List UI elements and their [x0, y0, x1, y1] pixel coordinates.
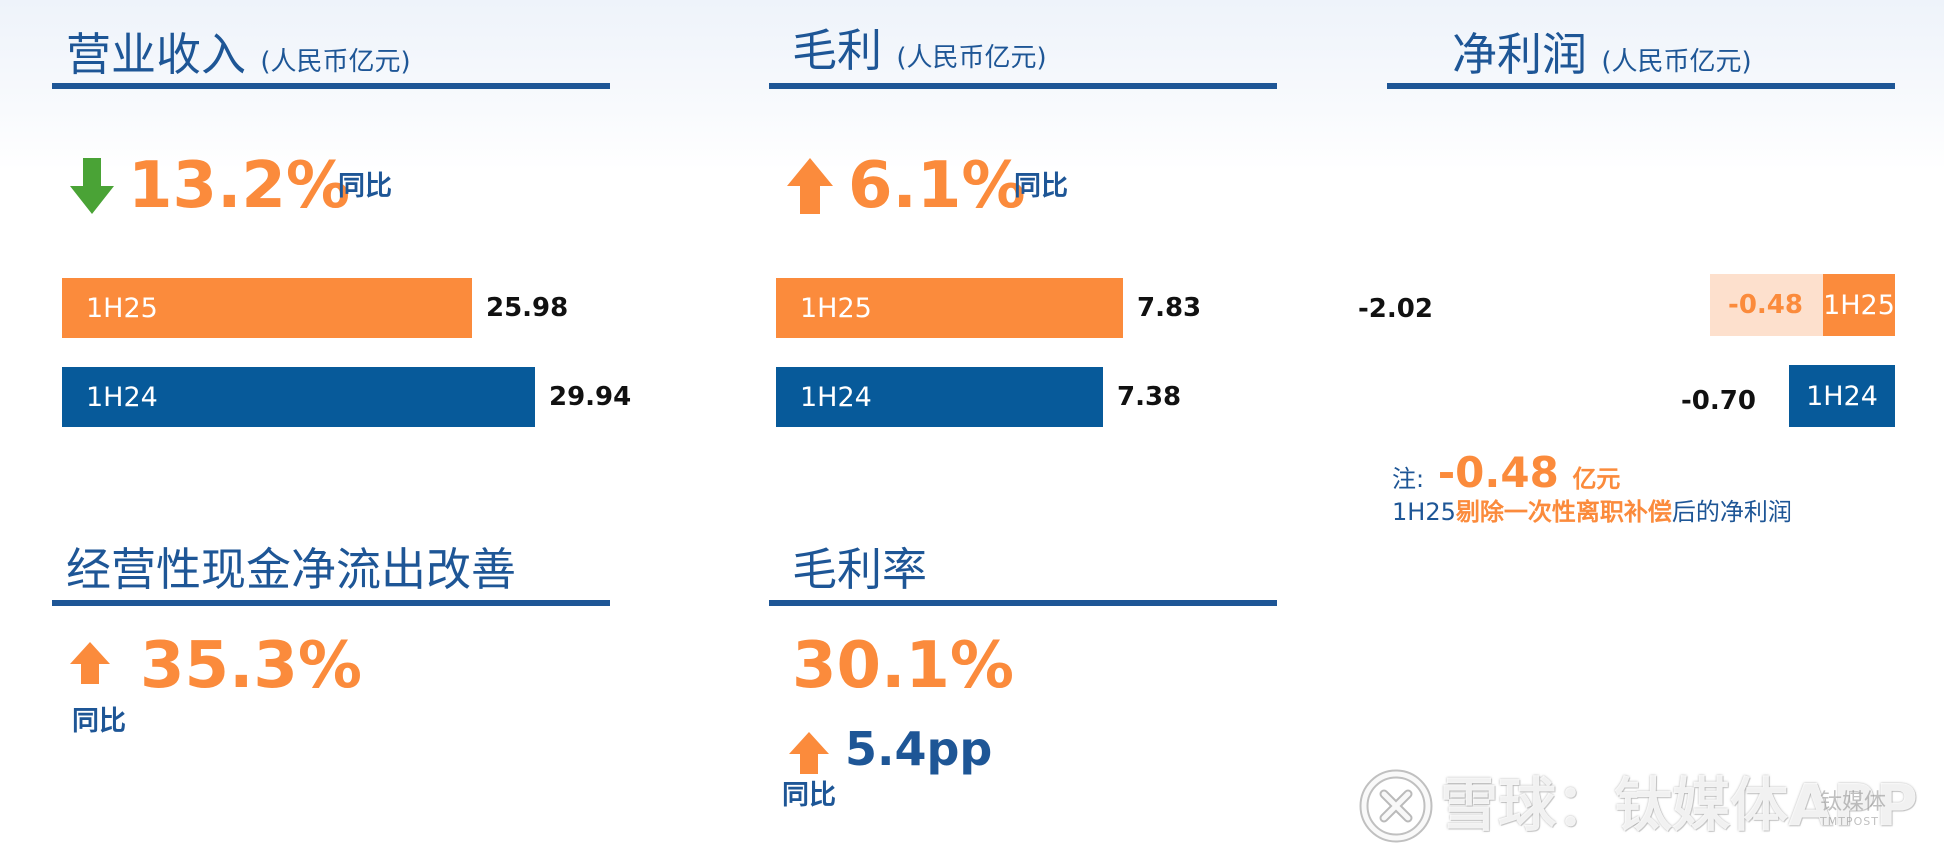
- revenue-value-1h25: 25.98: [486, 293, 569, 323]
- gross-profit-change-pct: 6.1%: [848, 149, 1026, 223]
- watermark-brand-text: 钛媒体: [1820, 790, 1887, 815]
- gross-margin-title: 毛利率: [792, 543, 928, 596]
- net-profit-adjusted-value: -0.48: [1728, 290, 1803, 320]
- net-profit-title: 净利润 (人民币亿元): [1452, 32, 1752, 77]
- net-profit-adjusted-bar-1h25: -0.48: [1710, 274, 1823, 336]
- revenue-change-pct: 13.2%: [128, 149, 351, 223]
- gross-margin-change: 5.4pp: [845, 722, 993, 776]
- revenue-title: 营业收入 (人民币亿元): [66, 32, 411, 77]
- note-prefix: 注:: [1392, 465, 1425, 493]
- gross-profit-bar-1h24: 1H24: [776, 367, 1103, 427]
- gross-profit-unit: (人民币亿元): [896, 43, 1047, 73]
- net-profit-divider: [1387, 83, 1895, 89]
- net-profit-bar-label-1h25: 1H25: [1823, 289, 1895, 321]
- net-profit-note-line1: 注: -0.48 亿元: [1392, 452, 1620, 494]
- gross-profit-bar-label-1h25: 1H25: [800, 292, 872, 324]
- revenue-title-text: 营业收入: [66, 28, 247, 81]
- net-profit-bar-1h24: 1H24: [1789, 365, 1895, 427]
- revenue-unit: (人民币亿元): [260, 47, 411, 77]
- cash-flow-change-pct: 35.3%: [140, 629, 363, 703]
- note-value: -0.48: [1437, 448, 1559, 497]
- cash-flow-divider: [52, 600, 610, 606]
- net-profit-bar-label-1h24: 1H24: [1806, 380, 1878, 412]
- revenue-bar-label-1h24: 1H24: [86, 381, 158, 413]
- gross-profit-value-1h25: 7.83: [1137, 293, 1202, 323]
- gross-profit-bar-label-1h24: 1H24: [800, 381, 872, 413]
- watermark-text: 雪球：钛媒体APP: [1440, 771, 1918, 839]
- note-line2-pre: 1H25: [1392, 498, 1456, 526]
- arrow-up-icon: [70, 642, 110, 684]
- gross-profit-yoy-label: 同比: [1014, 171, 1068, 202]
- gross-profit-title-text: 毛利: [792, 24, 883, 77]
- revenue-divider: [52, 83, 610, 89]
- net-profit-note-line2: 1H25剔除一次性离职补偿后的净利润: [1392, 500, 1792, 524]
- gross-margin-divider: [769, 600, 1277, 606]
- watermark-brand: 钛媒体 TMTPOST: [1820, 790, 1887, 828]
- revenue-yoy-label: 同比: [338, 171, 392, 202]
- revenue-bar-1h24: 1H24: [62, 367, 535, 427]
- gross-margin-yoy-label: 同比: [782, 780, 836, 811]
- gross-profit-value-1h24: 7.38: [1117, 382, 1182, 412]
- arrow-down-icon: [70, 158, 114, 214]
- net-profit-value-1h25: -2.02: [1358, 294, 1433, 324]
- cash-flow-yoy-label: 同比: [72, 706, 126, 737]
- revenue-value-1h24: 29.94: [549, 382, 632, 412]
- net-profit-bar-1h25: 1H25: [1823, 274, 1895, 336]
- watermark-brand-sub: TMTPOST: [1820, 815, 1879, 828]
- net-profit-unit: (人民币亿元): [1601, 47, 1752, 77]
- gross-margin-value: 30.1%: [792, 629, 1015, 703]
- note-line2-post: 后的净利润: [1671, 498, 1792, 526]
- net-profit-value-1h24: -0.70: [1681, 386, 1756, 416]
- arrow-up-icon: [787, 158, 833, 214]
- note-line2-highlight: 剔除一次性离职补偿: [1455, 498, 1672, 526]
- snowball-logo-icon: [1359, 769, 1433, 843]
- revenue-bar-1h25: 1H25: [62, 278, 472, 338]
- gross-profit-bar-1h25: 1H25: [776, 278, 1123, 338]
- revenue-bar-label-1h25: 1H25: [86, 292, 158, 324]
- gross-profit-title: 毛利 (人民币亿元): [792, 28, 1047, 73]
- gross-profit-divider: [769, 83, 1277, 89]
- net-profit-title-text: 净利润: [1452, 28, 1588, 81]
- cash-flow-title: 经营性现金净流出改善: [66, 543, 517, 596]
- note-unit: 亿元: [1572, 465, 1621, 493]
- arrow-up-icon: [789, 732, 829, 774]
